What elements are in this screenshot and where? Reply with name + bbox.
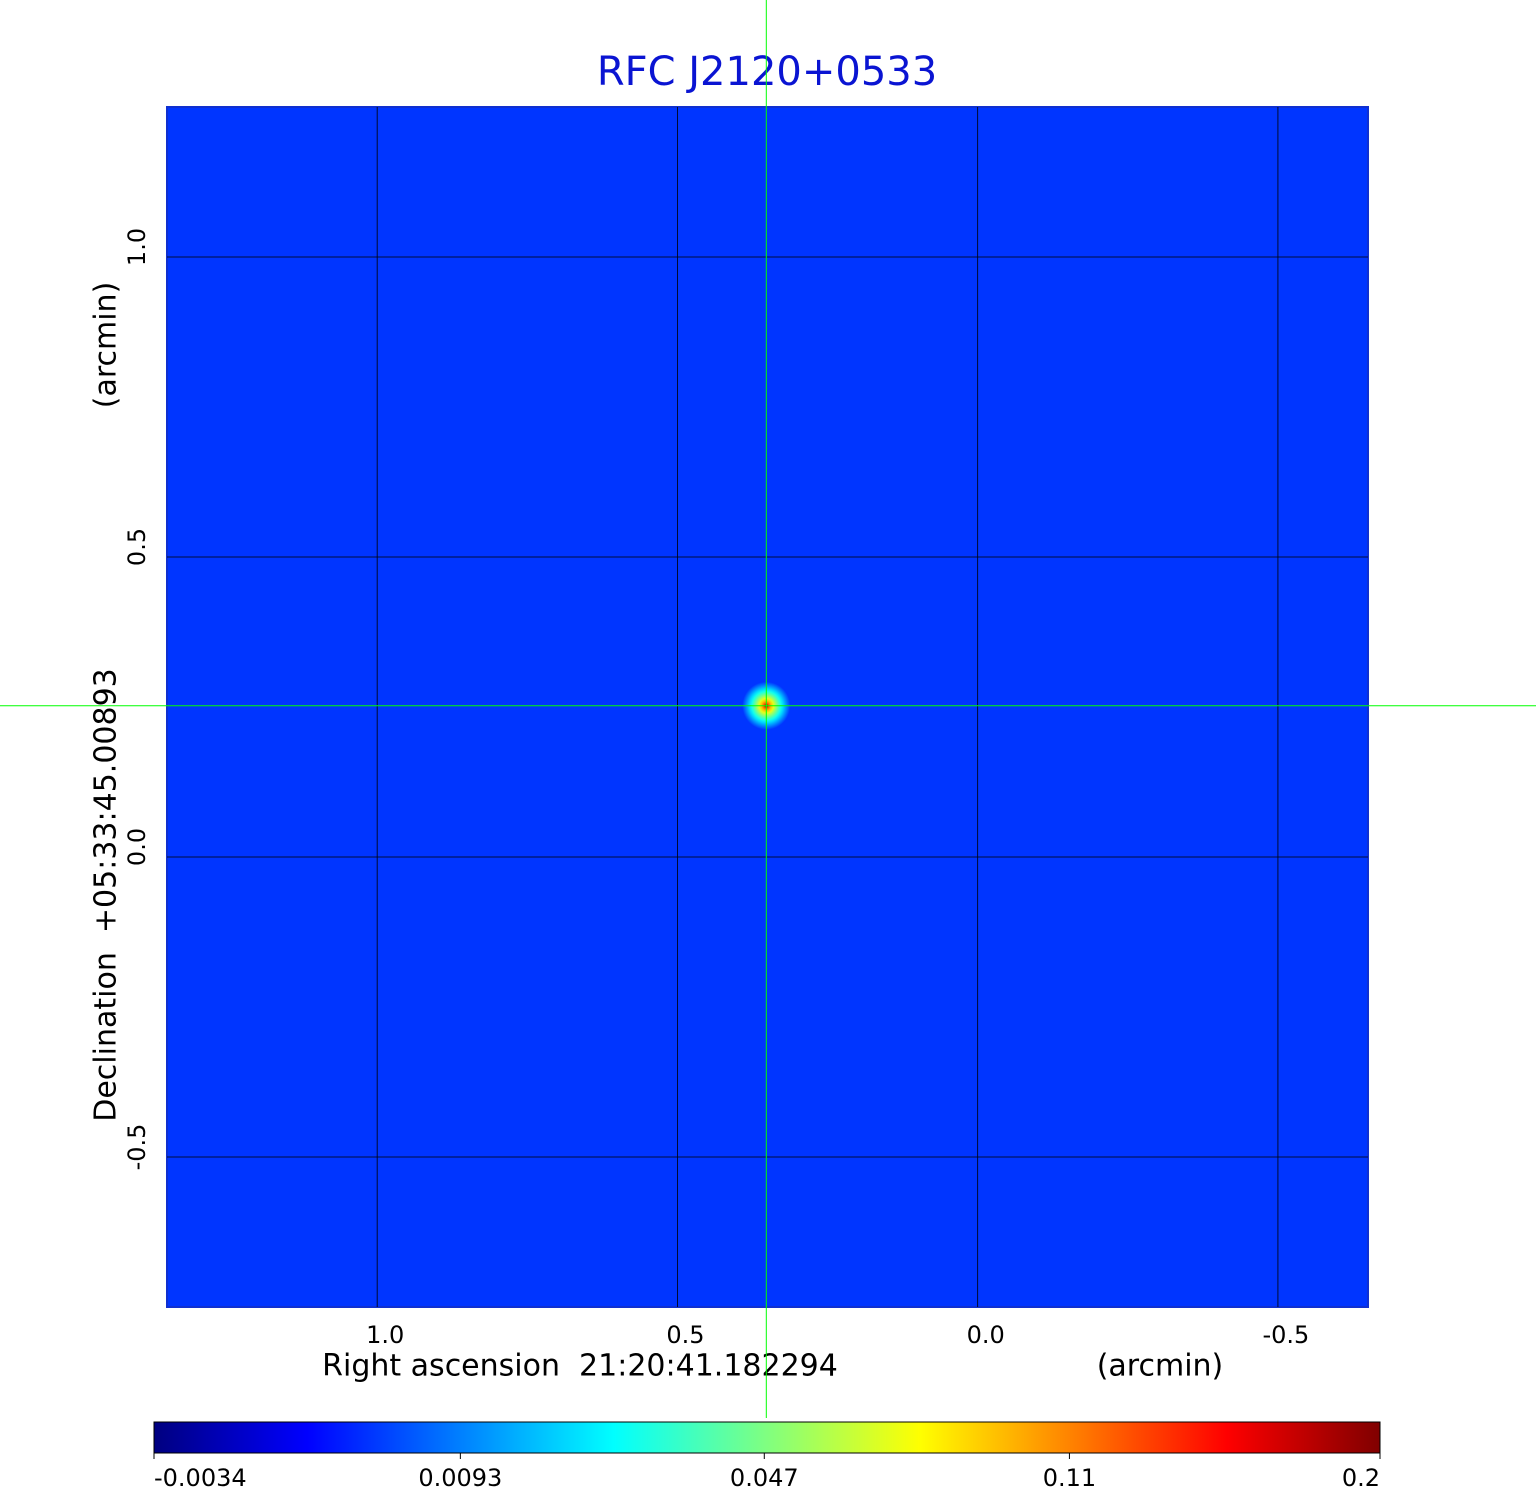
y-tick-label: 1.0 xyxy=(123,228,151,266)
x-tick-label: 1.0 xyxy=(366,1321,404,1349)
y-axis-label: Declination +05:33:45.00893 xyxy=(89,668,124,1122)
colorbar-tick-label: 0.047 xyxy=(730,1464,799,1492)
colorbar-tick-label: 0.2 xyxy=(1342,1464,1380,1492)
x-tick-label: -0.5 xyxy=(1263,1321,1310,1349)
y-tick-label: -0.5 xyxy=(123,1124,151,1171)
chart-title: RFC J2120+0533 xyxy=(597,49,937,95)
y-tick-label: 0.0 xyxy=(123,828,151,866)
colorbar xyxy=(153,1421,1381,1454)
y-tick-label: 0.5 xyxy=(123,528,151,566)
x-axis-label: Right ascension 21:20:41.182294 xyxy=(322,1349,838,1384)
colorbar-tick-label: -0.0034 xyxy=(154,1464,247,1492)
colorbar-tick-label: 0.11 xyxy=(1043,1464,1096,1492)
x-tick-label: 0.5 xyxy=(666,1321,704,1349)
x-axis-unit: (arcmin) xyxy=(1097,1349,1224,1384)
x-tick-label: 0.0 xyxy=(967,1321,1005,1349)
colorbar-tick-label: 0.0093 xyxy=(418,1464,502,1492)
y-axis-unit: (arcmin) xyxy=(89,282,124,409)
